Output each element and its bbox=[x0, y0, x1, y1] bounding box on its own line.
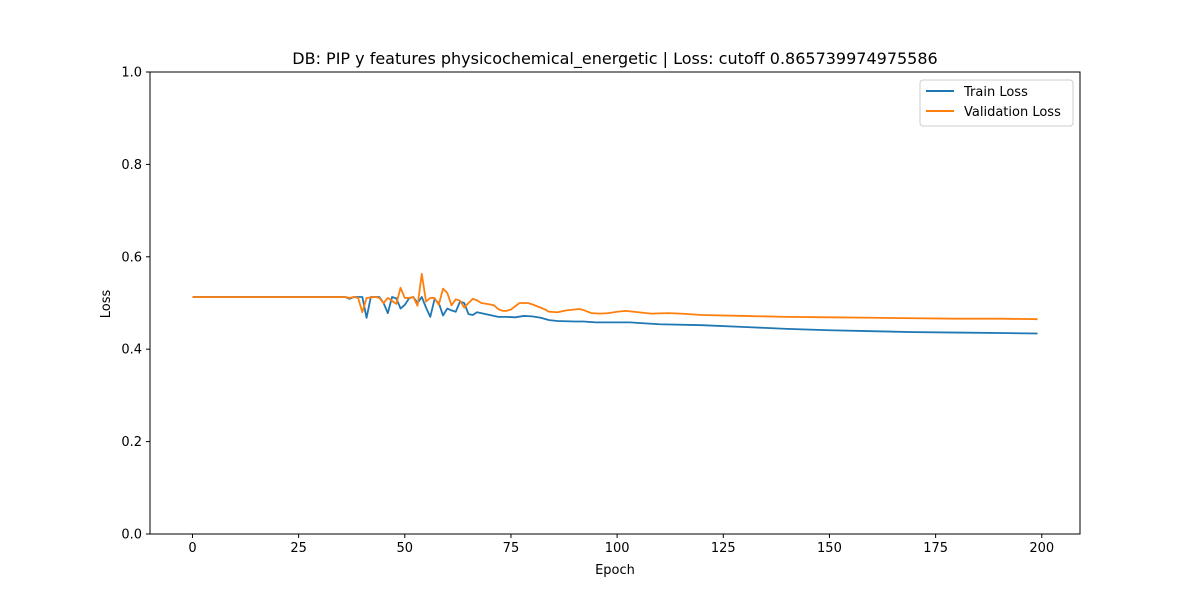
y-tick-label: 0.4 bbox=[121, 343, 142, 358]
legend-label-train: Train Loss bbox=[963, 85, 1028, 100]
plot-area: 0 25 50 75 100 125 150 175 200 0.0 0.2 0.4 0.6 0.8 1.0 bbox=[121, 66, 1081, 556]
axes-frame bbox=[149, 71, 1081, 535]
x-tick-label: 125 bbox=[711, 541, 736, 556]
x-tick-label: 25 bbox=[290, 541, 307, 556]
y-axis-label: Loss bbox=[99, 290, 114, 319]
x-tick-label: 50 bbox=[397, 541, 414, 556]
x-tick-label: 0 bbox=[188, 541, 196, 556]
y-tick-label: 0.8 bbox=[121, 158, 142, 173]
x-tick-label: 175 bbox=[923, 541, 948, 556]
legend: Train Loss Validation Loss bbox=[919, 79, 1074, 127]
y-tick-label: 0.0 bbox=[121, 528, 142, 543]
x-axis-label: Epoch bbox=[595, 563, 635, 578]
series-line-0 bbox=[192, 296, 1038, 335]
x-tick-label: 100 bbox=[605, 541, 630, 556]
x-tick-label: 150 bbox=[817, 541, 842, 556]
y-tick-label: 0.6 bbox=[121, 250, 142, 265]
x-tick-label: 200 bbox=[1029, 541, 1054, 556]
x-tick-label: 75 bbox=[503, 541, 520, 556]
chart-title: DB: PIP y features physicochemical_energ… bbox=[292, 49, 937, 69]
series-line-1 bbox=[192, 272, 1038, 321]
y-tick-label: 1.0 bbox=[121, 66, 142, 81]
legend-box bbox=[919, 79, 1074, 127]
y-tick-label: 0.2 bbox=[121, 435, 142, 450]
legend-label-validation: Validation Loss bbox=[964, 105, 1061, 120]
